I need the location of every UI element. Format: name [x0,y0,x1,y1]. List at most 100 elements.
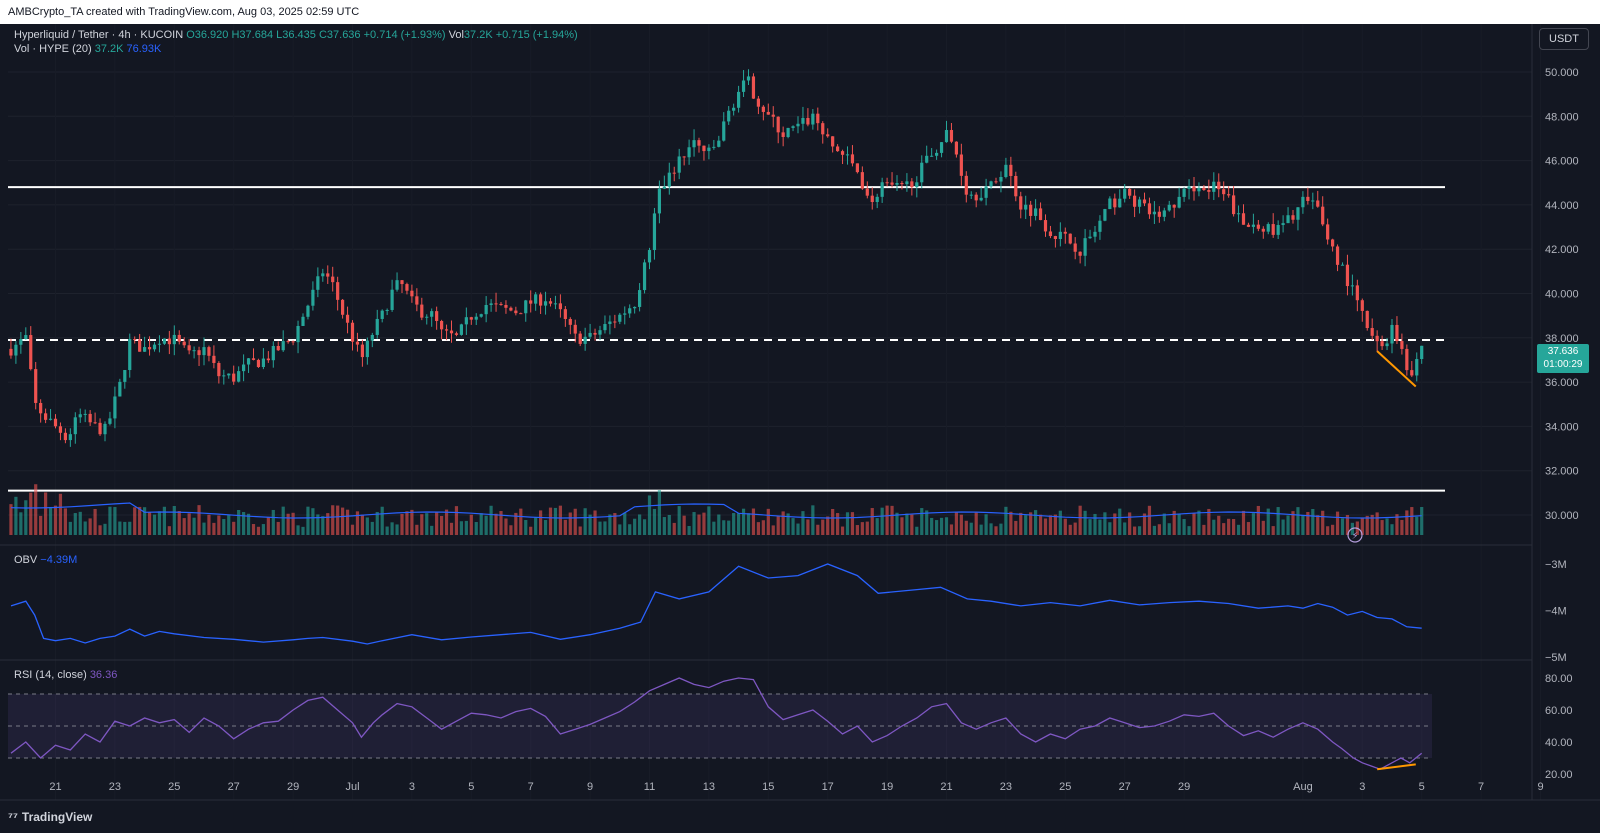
candle-body [474,316,478,320]
candle-body [1004,164,1008,178]
candle-body [1063,231,1067,234]
candle-body [578,333,582,344]
candle-body [1400,341,1404,349]
candle-body [1306,196,1310,201]
volume-bar [865,521,869,535]
candle-body [1350,285,1354,287]
candle-body [504,304,508,308]
volume-bar [781,511,785,535]
volume-bar [494,513,498,535]
time-tick-label: 3 [409,781,415,793]
obv-legend: OBV −4.39M [14,554,77,566]
candle-body [123,370,127,382]
volume-bar [647,495,652,535]
candle-body [1197,187,1201,192]
candle-body [1019,196,1023,210]
volume-bar [207,514,211,535]
volume-bar [370,521,374,535]
candle-body [1078,251,1082,256]
vol-ma-label[interactable]: Vol · HYPE (20) [14,43,92,55]
candle-body [514,310,518,314]
candle-body [930,155,934,157]
volume-bar [558,505,562,535]
volume-bar [930,517,934,535]
trading-chart[interactable]: ⚡ 50.00048.00046.00044.00042.00040.00038… [0,24,1600,810]
candle-body [1088,236,1092,239]
volume-bar [964,520,968,535]
candle-body [1123,188,1127,199]
volume-bar [1103,512,1107,535]
candle-body [1192,186,1196,192]
volume-bar [1276,507,1280,535]
candle-body [603,324,607,331]
candle-body [410,290,414,297]
candle-body [949,130,954,142]
volume-bar [519,508,523,535]
tradingview-logo[interactable]: ⁷⁷ TradingView [8,810,92,824]
tv-logo-icon: ⁷⁷ [8,810,18,824]
last-price-badge: 37.636 01:00:29 [1537,344,1589,373]
rsi-label[interactable]: RSI (14, close) [14,669,87,681]
volume-bar [400,513,404,535]
candle-body [1053,236,1057,239]
candle-body [1093,231,1097,237]
volume-bar [311,508,315,535]
volume-bar [628,524,632,535]
volume-bar [935,520,939,535]
candle-body [935,152,939,156]
candle-body [83,413,87,415]
volume-bar [242,512,246,535]
candle-body [999,177,1003,182]
volume-bar [603,521,607,535]
volume-bar [1281,519,1285,535]
price-tick-label: 30.000 [1545,510,1579,522]
volume-bar [831,508,835,535]
rsi-tick-label: 60.00 [1545,705,1573,717]
volume-bar [227,515,231,535]
volume-ma-line [10,502,1422,519]
symbol-title[interactable]: Hyperliquid / Tether · 4h · KUCOIN [14,29,184,41]
volume-bar [420,514,424,535]
price-tick-label: 44.000 [1545,200,1579,212]
candle-body [326,273,330,277]
volume-bar [1137,526,1142,535]
candle-body [1365,310,1369,329]
candle-body [954,141,958,155]
volume-bar [692,512,696,535]
candle-body [281,341,285,351]
volume-bar [1335,511,1340,535]
candle-body [1251,224,1255,227]
volume-bar [1177,513,1181,535]
candle-body [162,338,166,344]
volume-bar [979,524,983,535]
candle-body [529,300,533,304]
candle-body [885,182,889,184]
volume-bar [1202,524,1206,535]
candle-body [261,358,265,368]
price-tick-label: 32.000 [1545,466,1579,478]
horizontal-levels[interactable] [8,186,1445,492]
volume-bar [845,512,850,535]
obv-label[interactable]: OBV [14,554,38,566]
time-tick-label: 21 [49,781,61,793]
candle-body [771,114,775,117]
candle-body [138,339,142,352]
candle-body [1133,195,1137,207]
volume-bar [296,525,300,535]
candle-body [1103,209,1107,221]
volume-bar [1241,510,1246,535]
candle-body [34,369,38,403]
volume-bar [1331,524,1335,535]
candle-body [1355,285,1359,301]
candle-body [568,319,572,325]
volume-bar [870,508,874,535]
currency-button[interactable]: USDT [1539,28,1589,50]
volume-bar [638,514,642,535]
volume-bar [915,526,919,535]
candle-body [306,305,310,317]
volume-bar [1306,511,1310,535]
annotations[interactable]: ⚡ [1347,350,1417,771]
candle-body [143,347,147,352]
volume-bar [806,519,810,535]
volume-bar [157,511,162,535]
